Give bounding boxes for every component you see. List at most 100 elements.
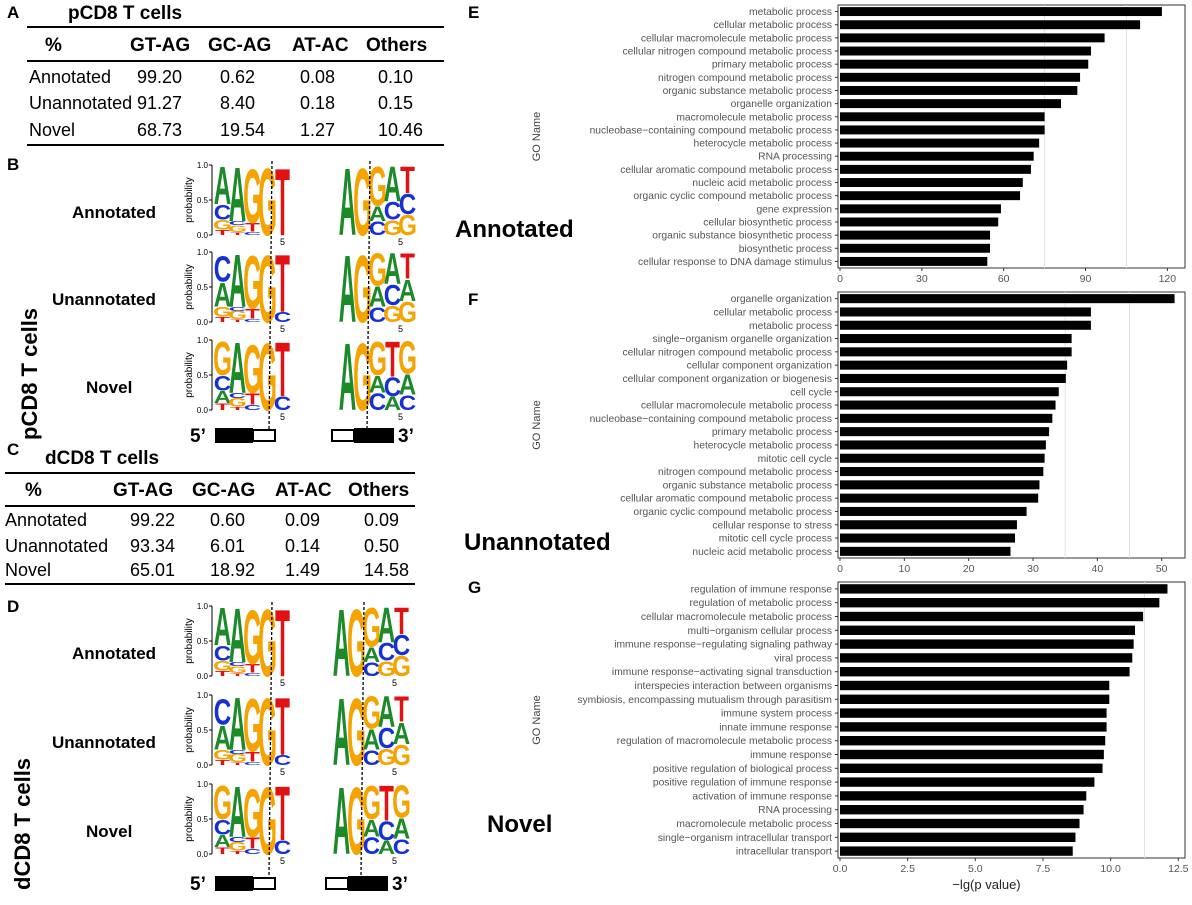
logo-letter: G <box>362 777 381 830</box>
logo-letter: T <box>245 750 260 765</box>
logo-row-label: Annotated <box>72 203 157 222</box>
bar <box>840 533 1016 543</box>
logo-letter: G <box>228 752 247 765</box>
logo-letter: G <box>258 679 277 786</box>
logo-letter: T <box>400 246 415 287</box>
five-prime-label: 5’ <box>190 426 206 447</box>
logo-letter: C <box>229 835 247 844</box>
bar <box>840 320 1091 330</box>
logo-letter: G <box>243 156 262 241</box>
logo-letter: G <box>398 296 417 328</box>
bar <box>840 373 1066 383</box>
logo-letter: C <box>244 672 262 677</box>
x-tick-label: 50 <box>1156 563 1168 575</box>
table-cell: 0.09 <box>364 510 400 530</box>
category-label: cellular nitrogen compound metabolic pro… <box>623 347 832 358</box>
logo-letter: T <box>230 231 245 235</box>
logo-letter: A <box>399 369 416 401</box>
category-label: cellular response to stress <box>712 520 832 531</box>
logo-letter: T <box>230 761 245 765</box>
bar <box>840 805 1084 815</box>
x-tick-label: 90 <box>1080 273 1092 285</box>
bar <box>840 846 1073 856</box>
table-header-cell: AT-AC <box>292 35 349 56</box>
bar <box>840 427 1050 437</box>
logo-pos-label: 5 <box>398 324 403 334</box>
logo-letter: T <box>275 329 290 414</box>
category-label: interspecies interaction between organis… <box>635 681 832 692</box>
exon-box <box>354 428 394 443</box>
table-rule <box>27 60 444 62</box>
logo-letter: C <box>214 248 231 289</box>
logo-letter: A <box>378 599 395 654</box>
bar <box>840 294 1175 304</box>
category-label: regulation of metabolic process <box>689 598 832 609</box>
logo-axis-label: probability <box>184 264 195 310</box>
logo-row-label: Unannotated <box>52 733 156 752</box>
category-label: cellular aromatic compound metabolic pro… <box>620 165 832 176</box>
bar <box>840 243 991 253</box>
category-label: gene expression <box>756 204 832 215</box>
category-label: single−organism intracellular transport <box>658 833 832 844</box>
logo-letter: C <box>393 834 410 858</box>
category-label: nitrogen compound metabolic process <box>658 467 832 478</box>
bar <box>840 99 1061 109</box>
table-cell: 65.01 <box>130 560 176 580</box>
bar <box>840 217 999 227</box>
table-row-label: Novel <box>29 120 76 140</box>
table-cell: 8.40 <box>220 93 256 113</box>
bar <box>840 138 1040 148</box>
logo-tick-label: 0.5 <box>197 283 209 292</box>
category-label: cellular component organization or bioge… <box>623 374 833 385</box>
bar <box>840 818 1080 829</box>
logo-letter: A <box>339 324 356 431</box>
bar <box>840 722 1107 732</box>
intron-box <box>252 429 276 442</box>
plot-frame <box>837 581 1186 859</box>
category-label: cellular macromolecule metabolic process <box>641 612 832 623</box>
logo-pos-label: 5 <box>280 412 285 422</box>
category-label: cellular biosynthetic process <box>703 217 832 228</box>
bar <box>840 46 1091 56</box>
x-tick-label: 7.5 <box>1036 863 1051 875</box>
category-label: regulation of macromolecule metabolic pr… <box>617 736 832 747</box>
logo-letter: C <box>274 753 291 769</box>
bar <box>840 7 1162 17</box>
category-label: RNA processing <box>758 152 832 163</box>
category-label: organic cyclic compound metabolic proces… <box>633 507 832 518</box>
table-cell: 0.14 <box>285 536 321 556</box>
table-title: pCD8 T cells <box>68 3 183 24</box>
logo-letter: T <box>230 318 245 322</box>
logo-pos-label: 5 <box>280 324 285 334</box>
bar <box>840 493 1039 503</box>
logo-letter: C <box>214 815 231 839</box>
x-axis-title: −lg(p value) <box>952 877 1020 892</box>
bar <box>840 777 1095 787</box>
table-header-cell: Others <box>348 480 410 501</box>
logo-letter: C <box>244 761 262 766</box>
x-tick-label: 10.0 <box>1100 863 1121 875</box>
logo-letter: A <box>399 273 417 307</box>
category-label: single−organism organelle organization <box>653 334 833 345</box>
table-cell: 14.58 <box>364 560 410 580</box>
category-label: cellular aromatic compound metabolic pro… <box>620 494 832 505</box>
bar <box>840 667 1130 677</box>
logo-letter: A <box>363 642 380 666</box>
panel-label-d: D <box>7 597 20 616</box>
logo-letter: G <box>392 650 411 682</box>
table-rule <box>27 144 444 146</box>
table-cell: 0.15 <box>378 93 414 113</box>
exon-box <box>215 876 253 891</box>
logo-pos-label: 5 <box>280 678 285 688</box>
logo-letter: G <box>258 236 277 343</box>
table-header-cell: Others <box>366 35 428 56</box>
x-tick-label: 40 <box>1092 563 1104 575</box>
table-cell: 0.60 <box>210 510 246 530</box>
logo-letter: A <box>384 392 402 414</box>
logo-letter: A <box>339 236 356 343</box>
logo-letter: C <box>363 658 381 680</box>
logo-letter: C <box>229 749 247 756</box>
logo-tick-label: 1.0 <box>197 161 209 170</box>
bar <box>840 413 1053 423</box>
